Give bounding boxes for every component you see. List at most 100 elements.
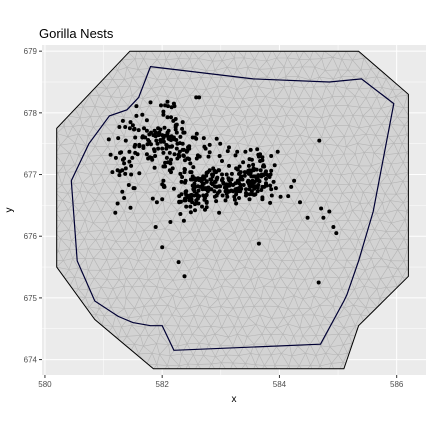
y-tick-label: 677 [24, 171, 38, 180]
chart-title: Gorilla Nests [39, 26, 114, 41]
nest-point [187, 198, 192, 203]
nest-point [220, 193, 225, 198]
nest-point [180, 126, 185, 131]
nest-point [110, 170, 115, 175]
nest-point [158, 127, 163, 132]
nest-point [184, 189, 189, 194]
nest-point [207, 142, 212, 147]
nest-point [241, 160, 246, 165]
outer-boundary [56, 50, 409, 370]
nest-point [197, 95, 202, 100]
nest-point [203, 187, 208, 192]
nest-point [204, 179, 209, 184]
nest-point [183, 198, 188, 203]
nest-point [273, 186, 278, 191]
nest-point [246, 163, 251, 168]
nest-point [195, 153, 200, 158]
nest-point [165, 99, 170, 104]
nest-point [254, 167, 259, 172]
nest-point [269, 187, 274, 192]
nest-point [255, 185, 260, 190]
nest-point [261, 173, 266, 178]
nest-point [221, 181, 226, 186]
nest-point [258, 168, 263, 173]
nest-point [251, 180, 256, 185]
nest-point [117, 125, 122, 129]
nest-point [169, 138, 173, 142]
nest-point [202, 144, 207, 149]
nest-point [161, 178, 166, 183]
nest-point [264, 176, 268, 181]
nest-point [153, 134, 158, 139]
nest-point [212, 168, 217, 173]
nest-point [319, 206, 324, 211]
nest-point [183, 180, 187, 185]
nest-point [254, 176, 259, 181]
nest-point [223, 198, 228, 203]
nest-point [248, 180, 253, 185]
nest-point [123, 171, 128, 176]
nest-point [237, 196, 241, 200]
nest-point [248, 147, 253, 152]
x-axis-title: x [232, 394, 237, 405]
nest-point [201, 181, 206, 186]
nest-point [217, 189, 222, 194]
nest-point [220, 176, 225, 181]
nest-point [201, 136, 206, 141]
nest-point [207, 150, 212, 155]
nest-point [174, 130, 179, 135]
nest-point [174, 138, 179, 142]
nest-point [113, 210, 118, 215]
nest-point [123, 125, 128, 129]
nest-point [327, 209, 332, 214]
nest-point [116, 136, 121, 141]
nest-point [194, 191, 199, 196]
nest-point [244, 191, 248, 195]
nest-point [118, 150, 122, 155]
nest-point [153, 225, 158, 229]
nest-point [185, 156, 190, 161]
nest-point [188, 177, 193, 182]
y-tick-label: 676 [24, 232, 38, 241]
nest-point [286, 194, 291, 199]
nest-point [176, 260, 181, 265]
nest-point [150, 157, 155, 162]
nest-point [120, 157, 125, 162]
nest-point [260, 158, 265, 163]
nest-point [244, 187, 248, 192]
nest-point [162, 125, 167, 130]
x-tick-label: 582 [156, 380, 170, 389]
nest-point [232, 197, 237, 202]
nest-point [144, 152, 149, 157]
nest-point [148, 100, 153, 105]
nest-point [238, 170, 243, 175]
nest-point [154, 200, 159, 205]
nest-point [194, 156, 199, 161]
nest-point [169, 170, 173, 175]
nest-point [167, 150, 172, 155]
nest-point [194, 198, 199, 203]
nest-point [161, 139, 166, 144]
nest-point [177, 149, 182, 154]
nest-point [160, 245, 165, 250]
nest-point [122, 161, 127, 166]
nest-point [188, 210, 193, 215]
nest-point [159, 139, 163, 144]
nest-point [261, 163, 266, 168]
nest-point [275, 149, 280, 154]
x-axis: 580 582 584 586 [38, 375, 404, 389]
nest-point [256, 241, 261, 246]
nest-point [144, 128, 149, 133]
nest-point [188, 204, 193, 209]
nest-point [255, 189, 260, 194]
nest-point [178, 171, 183, 176]
y-axis: 674 675 676 677 678 679 [24, 47, 42, 365]
nest-point [129, 163, 134, 168]
nest-point [137, 171, 142, 176]
nest-point [195, 184, 200, 189]
nest-point [149, 142, 153, 147]
nest-point [175, 141, 180, 146]
nest-point [224, 172, 229, 177]
nest-point [166, 104, 170, 109]
nest-point [214, 177, 219, 182]
